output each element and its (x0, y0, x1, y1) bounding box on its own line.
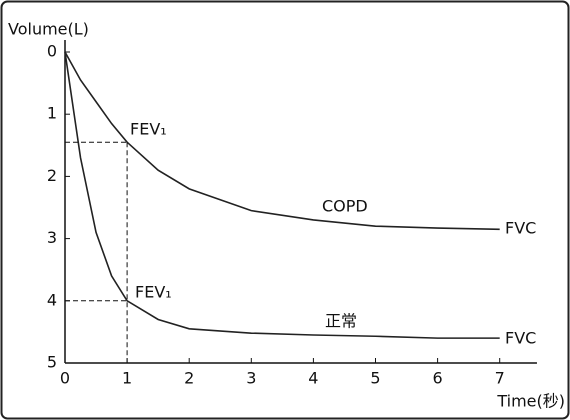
x-tick-label: 1 (122, 369, 132, 388)
x-tick-label: 6 (433, 369, 443, 388)
series-line (64, 51, 500, 231)
annotation: FVC (505, 219, 536, 238)
annotation: FVC (505, 329, 536, 348)
y-axis-label: Volume(L) (8, 20, 89, 39)
y-tick-label: 3 (47, 228, 57, 247)
series-line (64, 51, 500, 339)
annotation: FEV₁ (130, 120, 167, 139)
x-tick-label: 5 (370, 369, 380, 388)
x-tick-label: 3 (246, 369, 256, 388)
x-tick-label: 2 (184, 369, 194, 388)
x-tick-label: 0 (60, 369, 70, 388)
x-axis-label: Time(秒) (496, 392, 565, 411)
annotation: FEV₁ (135, 283, 172, 302)
series-label: COPD (322, 197, 368, 216)
y-tick-label: 5 (47, 353, 57, 372)
y-tick-label: 2 (47, 166, 57, 185)
y-tick-label: 4 (47, 290, 57, 309)
series-label: 正常 (325, 312, 357, 331)
y-tick-label: 0 (47, 42, 57, 61)
x-tick-label: 4 (308, 369, 318, 388)
y-tick-label: 1 (47, 104, 57, 123)
x-tick-label: 7 (495, 369, 505, 388)
